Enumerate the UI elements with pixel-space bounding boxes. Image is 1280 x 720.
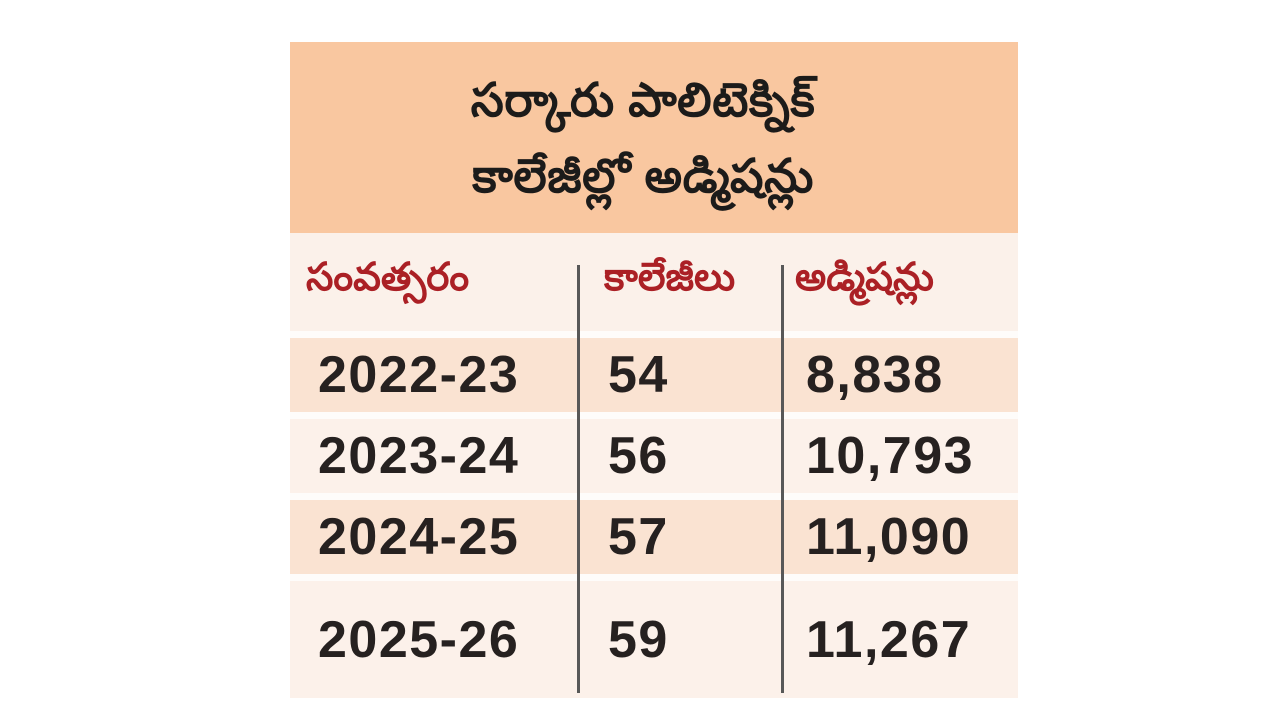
- table-row: 2024-25 57 11,090: [290, 500, 1018, 581]
- table-row: 2025-26 59 11,267: [290, 581, 1018, 698]
- year-cell: 2025-26: [318, 610, 520, 669]
- admissions-table: సంవత్సరం కాలేజీలు అడ్మిషన్లు 2022-23 54 …: [290, 233, 1018, 698]
- year-cell: 2024-25: [318, 508, 520, 566]
- year-cell: 2022-23: [318, 346, 520, 404]
- column-divider-2: [781, 265, 784, 693]
- colleges-cell: 59: [608, 610, 669, 669]
- colleges-cell: 54: [608, 346, 669, 404]
- table-header-row: సంవత్సరం కాలేజీలు అడ్మిషన్లు: [290, 233, 1018, 338]
- colleges-cell: 57: [608, 508, 669, 566]
- column-header-colleges: కాలేజీలు: [604, 255, 736, 299]
- admissions-cell: 10,793: [806, 427, 975, 485]
- infographic-panel: సర్కారు పాలిటెక్నిక్ కాలేజీల్లో అడ్మిషన్…: [290, 42, 1018, 698]
- panel-title: సర్కారు పాలిటెక్నిక్ కాలేజీల్లో అడ్మిషన్…: [290, 42, 1018, 233]
- column-header-year: సంవత్సరం: [306, 255, 470, 299]
- column-header-admissions: అడ్మిషన్లు: [795, 255, 934, 299]
- admissions-cell: 8,838: [806, 346, 944, 404]
- column-divider-1: [577, 265, 580, 693]
- admissions-cell: 11,267: [806, 610, 972, 669]
- year-cell: 2023-24: [318, 427, 520, 485]
- table-row: 2022-23 54 8,838: [290, 338, 1018, 419]
- colleges-cell: 56: [608, 427, 669, 485]
- table-row: 2023-24 56 10,793: [290, 419, 1018, 500]
- admissions-cell: 11,090: [806, 508, 972, 566]
- panel-title-line1: సర్కారు పాలిటెక్నిక్: [470, 72, 816, 126]
- panel-title-line2: కాలేజీల్లో అడ్మిషన్లు: [472, 148, 814, 202]
